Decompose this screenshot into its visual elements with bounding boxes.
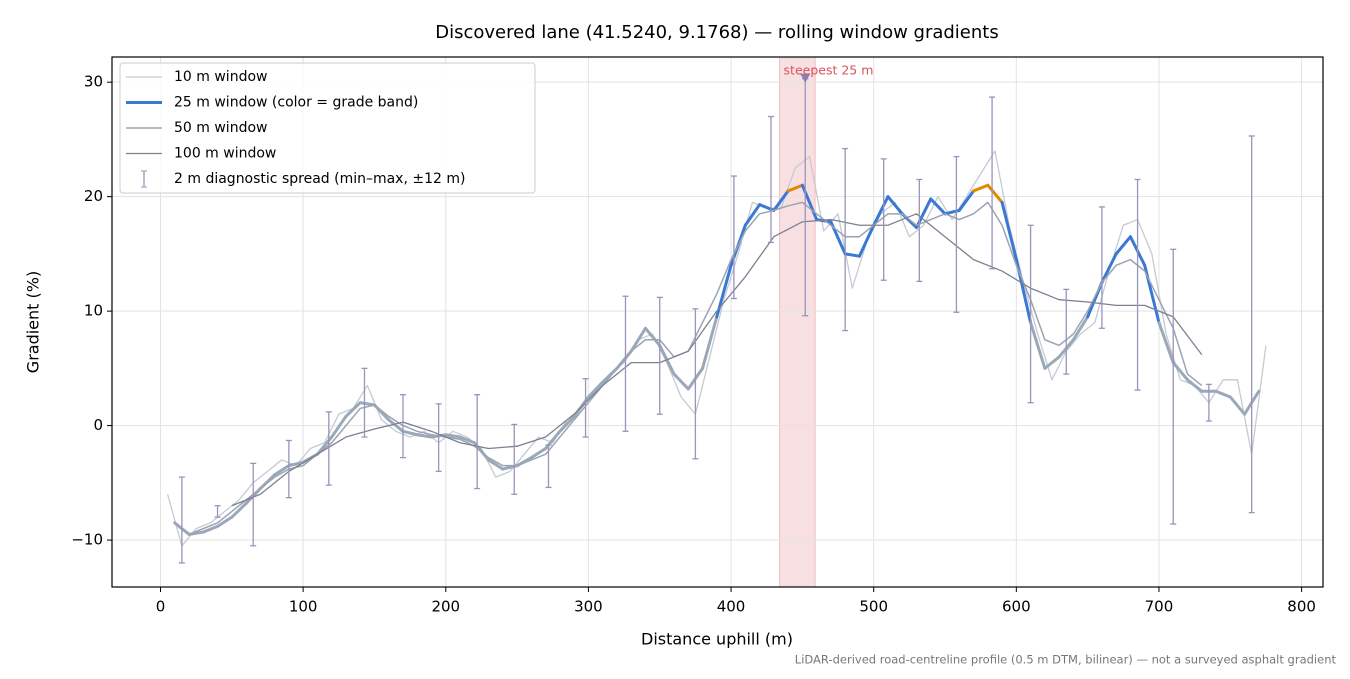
line-segment: [401, 429, 419, 437]
legend-label: 10 m window: [174, 69, 267, 85]
x-tick-label: 600: [1002, 598, 1031, 616]
line-segment: [772, 189, 790, 212]
line-segment: [444, 433, 462, 439]
line-segment: [415, 433, 434, 439]
series-line: [167, 150, 1267, 547]
highlight-span: [779, 56, 816, 588]
line-segment: [929, 197, 947, 216]
line-segment: [1071, 315, 1090, 342]
line-segment: [287, 460, 305, 468]
plot-area: [167, 78, 1267, 564]
line-segment: [1000, 200, 1018, 262]
line-segment: [344, 401, 362, 418]
line-segment: [1114, 235, 1132, 256]
line-segment: [786, 183, 804, 193]
x-tick-label: 400: [717, 598, 746, 616]
line-segment: [586, 380, 605, 399]
footnote: LiDAR-derived road-centreline profile (0…: [795, 653, 1337, 667]
line-segment: [230, 501, 248, 519]
legend-label: 50 m window: [174, 120, 267, 136]
line-segment: [387, 418, 405, 433]
line-segment: [643, 326, 662, 347]
legend-label: 2 m diagnostic spread (min–max, ±12 m): [174, 171, 465, 187]
line-segment: [957, 189, 976, 212]
line-segment: [1100, 252, 1118, 285]
highlight-label: steepest 25 m: [784, 63, 874, 78]
x-tick-label: 800: [1287, 598, 1316, 616]
line-segment: [558, 414, 576, 433]
y-tick-label: 10: [84, 302, 103, 320]
line-segment: [1171, 361, 1189, 382]
y-tick-label: −10: [71, 531, 103, 549]
line-segment: [273, 464, 291, 477]
line-segment: [672, 372, 690, 391]
line-segment: [1029, 321, 1047, 370]
line-segment: [857, 223, 876, 258]
y-tick-label: 20: [84, 187, 103, 205]
line-segment: [529, 446, 548, 460]
x-tick-label: 700: [1145, 598, 1174, 616]
line-segment: [629, 326, 647, 353]
legend-box: [119, 62, 536, 194]
line-segment: [1185, 378, 1204, 393]
x-tick-label: 500: [859, 598, 888, 616]
line-segment: [1043, 355, 1061, 370]
line-segment: [986, 183, 1004, 204]
line-segment: [358, 401, 376, 407]
line-segment: [1157, 321, 1175, 365]
x-tick-label: 0: [156, 598, 166, 616]
x-tick-label: 100: [289, 598, 318, 616]
line-segment: [1228, 395, 1247, 416]
x-tick-label: 200: [431, 598, 460, 616]
y-axis-label: Gradient (%): [24, 271, 43, 373]
plot-frame: [111, 56, 1324, 588]
x-axis-label: Distance uphill (m): [641, 630, 793, 649]
line-segment: [487, 458, 505, 471]
line-segment: [330, 414, 348, 439]
chart-title: Discovered lane (41.5240, 9.1768) — roll…: [435, 22, 998, 43]
y-tick-label: 0: [93, 416, 103, 434]
line-segment: [458, 435, 476, 445]
line-segment: [216, 515, 234, 528]
line-segment: [972, 183, 990, 193]
series-line: [231, 213, 1203, 507]
line-segment: [701, 315, 719, 370]
line-segment: [886, 195, 904, 216]
legend-label: 25 m window (color = grade band): [174, 95, 418, 111]
line-segment: [743, 203, 762, 227]
steepest-marker: [800, 73, 811, 83]
legend-label: 100 m window: [174, 146, 276, 162]
x-tick-label: 300: [574, 598, 603, 616]
line-segment: [843, 252, 861, 258]
line-segment: [201, 524, 220, 534]
line-segment: [1214, 389, 1232, 399]
line-segment: [872, 195, 890, 227]
y-tick-label: 30: [84, 73, 103, 91]
